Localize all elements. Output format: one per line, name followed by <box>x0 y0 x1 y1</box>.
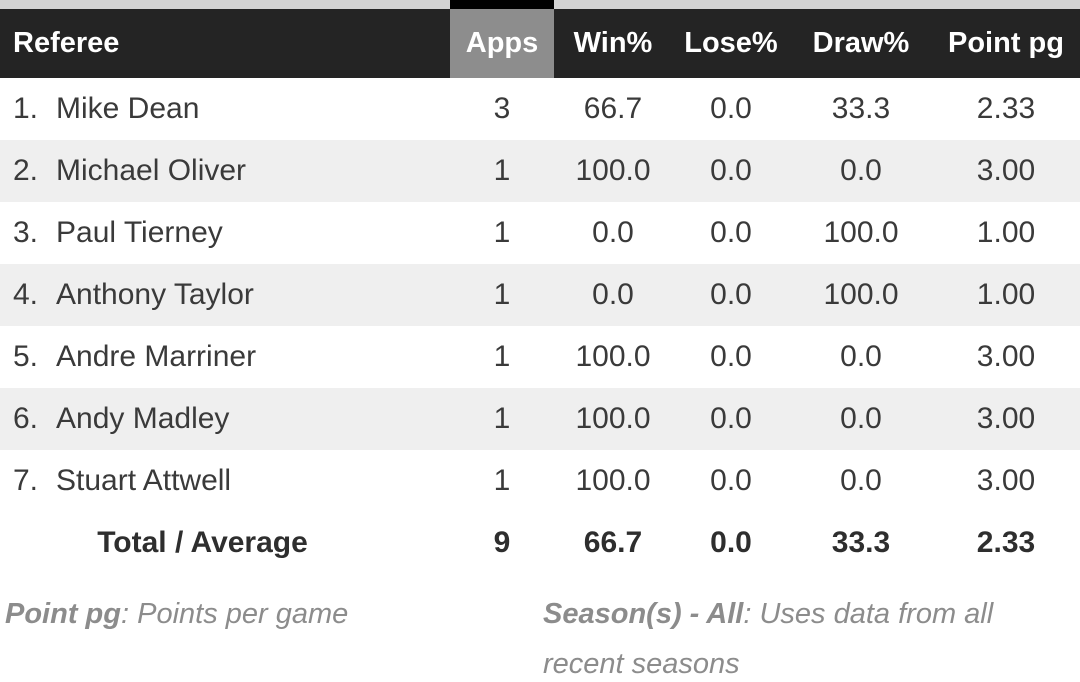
sorted-column-notch <box>450 0 554 9</box>
ppg-value: 3.00 <box>976 340 1036 373</box>
table-row: 1. Mike Dean 3 66.7 0.0 33.3 2.33 <box>0 78 1080 140</box>
row-rank: 1. <box>13 92 39 125</box>
total-apps-value: 9 <box>450 512 554 574</box>
column-header-draw[interactable]: Draw% <box>790 9 932 78</box>
footnote-seasons-term: Season(s) - All <box>543 598 744 630</box>
table-row: 6. Andy Madley 1 100.0 0.0 0.0 3.00 <box>0 388 1080 450</box>
win-value: 66.7 <box>583 92 643 125</box>
footnote-point-pg-definition: : Points per game <box>120 598 349 630</box>
ppg-value: 2.33 <box>976 92 1036 125</box>
win-value: 0.0 <box>592 216 634 249</box>
total-ppg-value: 2.33 <box>932 512 1080 574</box>
column-header-point-pg[interactable]: Point pg <box>932 9 1080 78</box>
column-header-apps[interactable]: Apps <box>450 9 554 78</box>
referee-name: Paul Tierney <box>56 216 223 249</box>
win-value: 100.0 <box>575 340 651 373</box>
ppg-value: 3.00 <box>932 140 1080 202</box>
table-row: 7. Stuart Attwell 1 100.0 0.0 0.0 3.00 <box>0 450 1080 512</box>
draw-value: 0.0 <box>840 340 882 373</box>
apps-value: 1 <box>450 388 554 450</box>
win-value: 100.0 <box>554 388 672 450</box>
lose-value: 0.0 <box>710 340 752 373</box>
apps-value: 1 <box>493 340 511 373</box>
referee-name: Mike Dean <box>56 92 200 125</box>
total-draw-value: 33.3 <box>790 512 932 574</box>
table-row: 3. Paul Tierney 1 0.0 0.0 100.0 1.00 <box>0 202 1080 264</box>
lose-value: 0.0 <box>672 388 790 450</box>
referee-name: Andre Marriner <box>56 340 257 373</box>
referee-name: Anthony Taylor <box>50 264 450 326</box>
top-strip <box>0 0 1080 9</box>
apps-value: 1 <box>493 216 511 249</box>
column-header-lose[interactable]: Lose% <box>672 9 790 78</box>
row-rank: 6. <box>0 388 50 450</box>
draw-value: 100.0 <box>790 264 932 326</box>
ppg-value: 3.00 <box>976 464 1036 497</box>
lose-value: 0.0 <box>710 216 752 249</box>
total-row: Total / Average 9 66.7 0.0 33.3 2.33 <box>0 512 1080 574</box>
ppg-value: 1.00 <box>976 216 1036 249</box>
apps-value: 3 <box>493 92 511 125</box>
win-value: 0.0 <box>554 264 672 326</box>
table-header: Referee Apps Win% Lose% Draw% Point pg <box>0 9 1080 78</box>
row-rank: 5. <box>13 340 39 373</box>
lose-value: 0.0 <box>672 264 790 326</box>
lose-value: 0.0 <box>710 92 752 125</box>
column-header-win[interactable]: Win% <box>554 9 672 78</box>
draw-value: 100.0 <box>823 216 899 249</box>
footnote-point-pg: Point pg: Points per game <box>0 589 540 682</box>
row-rank: 3. <box>13 216 39 249</box>
referee-name: Stuart Attwell <box>56 464 232 497</box>
lose-value: 0.0 <box>710 464 752 497</box>
draw-value: 0.0 <box>790 388 932 450</box>
total-win-value: 66.7 <box>554 512 672 574</box>
draw-value: 0.0 <box>790 140 932 202</box>
win-value: 100.0 <box>554 140 672 202</box>
draw-value: 33.3 <box>831 92 891 125</box>
footnote-point-pg-term: Point pg <box>5 598 121 630</box>
referee-name: Andy Madley <box>50 388 450 450</box>
footnote-seasons-definition: : Uses data from all recent seasons <box>543 598 994 680</box>
apps-value: 1 <box>493 464 511 497</box>
column-header-referee[interactable]: Referee <box>0 9 450 78</box>
table-row: 2. Michael Oliver 1 100.0 0.0 0.0 3.00 <box>0 140 1080 202</box>
row-rank: 7. <box>13 464 39 497</box>
total-label: Total / Average <box>0 512 450 574</box>
table-body: 1. Mike Dean 3 66.7 0.0 33.3 2.33 2. Michael Oli… <box>0 78 1080 512</box>
footnote-seasons: Season(s) - All: Uses data from all rece… <box>540 589 1080 682</box>
table-row: 4. Anthony Taylor 1 0.0 0.0 100.0 1.00 <box>0 264 1080 326</box>
footnotes: Point pg: Points per game Season(s) - Al… <box>0 574 1080 682</box>
row-rank: 2. <box>0 140 50 202</box>
referee-name: Michael Oliver <box>50 140 450 202</box>
ppg-value: 1.00 <box>932 264 1080 326</box>
draw-value: 0.0 <box>840 464 882 497</box>
referee-stats-table: Referee Apps Win% Lose% Draw% Point pg 1… <box>0 9 1080 574</box>
lose-value: 0.0 <box>672 140 790 202</box>
table-row: 5. Andre Marriner 1 100.0 0.0 0.0 3.00 <box>0 326 1080 388</box>
apps-value: 1 <box>450 264 554 326</box>
total-lose-value: 0.0 <box>672 512 790 574</box>
row-rank: 4. <box>0 264 50 326</box>
win-value: 100.0 <box>575 464 651 497</box>
table-footer: Total / Average 9 66.7 0.0 33.3 2.33 <box>0 512 1080 574</box>
ppg-value: 3.00 <box>932 388 1080 450</box>
apps-value: 1 <box>450 140 554 202</box>
